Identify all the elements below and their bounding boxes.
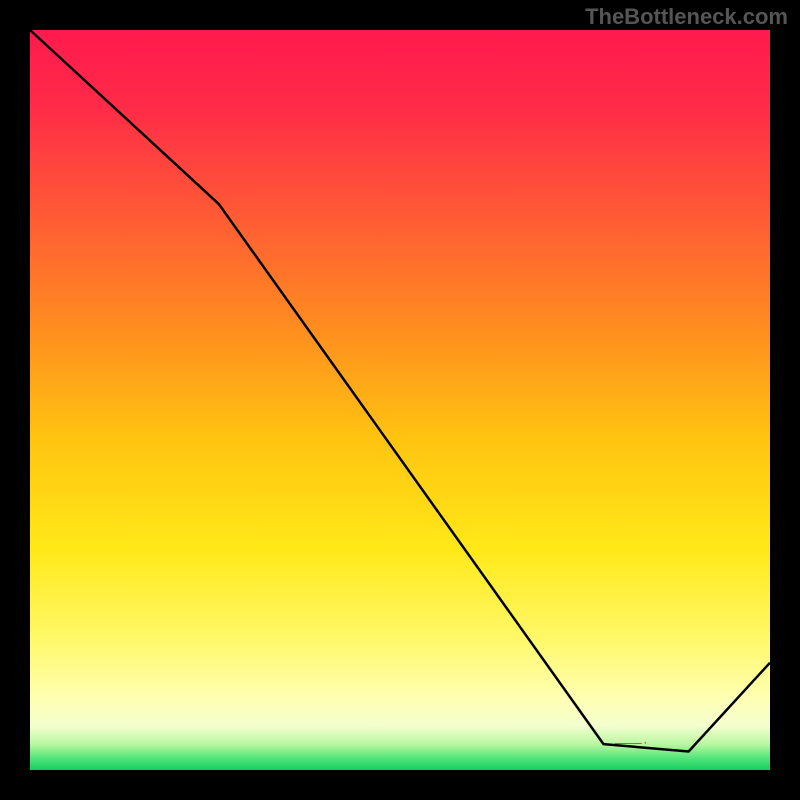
watermark-text: TheBottleneck.com [585,4,788,30]
chart-container: TheBottleneck.com ——— · [0,0,800,800]
valley-marker-label: ——— · [615,738,648,748]
plot-frame [26,26,774,774]
